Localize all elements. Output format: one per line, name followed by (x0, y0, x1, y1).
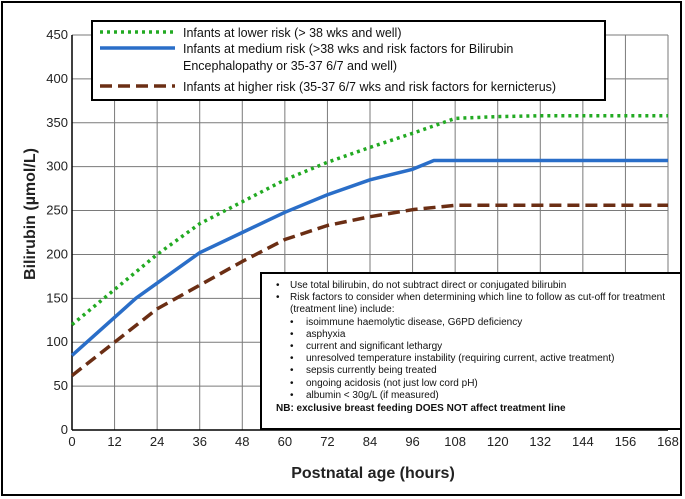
y-axis-title: Bilirubin (µmol/L) (22, 148, 39, 280)
x-tick-label: 48 (235, 434, 249, 449)
series-line-1 (70, 158, 668, 357)
legend-label-1: Encephalopathy or 35-37 6/7 and well) (183, 59, 397, 73)
y-tick-label: 200 (46, 246, 68, 261)
x-tick-label: 132 (529, 434, 551, 449)
y-tick-label: 150 (46, 290, 68, 305)
x-tick-label: 144 (572, 434, 594, 449)
note-item: Use total bilirubin, do not subtract dir… (276, 280, 672, 292)
series-line-2 (70, 203, 668, 377)
risk-factor-item: current and significant lethargy (290, 341, 672, 353)
tick-labels: 0 12 24 36 48 60 72 84 96 108 120 132 144 156 168 0 50 10… (46, 27, 679, 449)
y-tick-label: 300 (46, 159, 68, 174)
legend: Infants at lower risk (> 38 wks and well… (91, 20, 606, 101)
x-tick-label: 36 (192, 434, 206, 449)
series-line-0 (70, 114, 668, 327)
x-tick-label: 60 (278, 434, 292, 449)
legend-box (91, 20, 606, 101)
note-item: Risk factors to consider when determinin… (276, 292, 672, 316)
legend-label-2: Infants at higher risk (35-37 6/7 wks an… (183, 80, 556, 94)
series-lines (70, 114, 668, 377)
y-tick-label: 450 (46, 27, 68, 42)
y-tick-label: 350 (46, 115, 68, 130)
x-tick-label: 72 (320, 434, 334, 449)
x-tick-label: 24 (150, 434, 164, 449)
x-tick-label: 12 (107, 434, 121, 449)
x-axis-title: Postnatal age (hours) (291, 465, 455, 482)
y-tick-label: 400 (46, 71, 68, 86)
y-tick-label: 0 (61, 422, 68, 437)
legend-label-0: Infants at lower risk (> 38 wks and well… (183, 26, 402, 40)
x-tick-label: 108 (444, 434, 466, 449)
risk-factor-item: asphyxia (290, 329, 672, 341)
x-tick-label: 84 (363, 434, 377, 449)
legend-label-1: Infants at medium risk (>38 wks and risk… (183, 42, 513, 56)
y-tick-label: 100 (46, 334, 68, 349)
y-tick-label: 250 (46, 203, 68, 218)
risk-factor-item: ongoing acidosis (not just low cord pH) (290, 378, 672, 390)
x-tick-label: 120 (487, 434, 509, 449)
x-tick-label: 0 (68, 434, 75, 449)
risk-factor-item: sepsis currently being treated (290, 365, 672, 377)
x-tick-label: 96 (405, 434, 419, 449)
x-tick-label: 168 (657, 434, 679, 449)
risk-factor-item: albumin < 30g/L (if measured) (290, 390, 672, 402)
x-tick-label: 156 (615, 434, 637, 449)
risk-factor-item: isoimmune haemolytic disease, G6PD defic… (290, 317, 672, 329)
y-tick-label: 50 (54, 378, 68, 393)
risk-factor-item: unresolved temperature instability (requ… (290, 353, 672, 365)
risk-factors-note: Use total bilirubin, do not subtract dir… (260, 272, 682, 430)
nb-note: NB: exclusive breast feeding DOES NOT af… (276, 403, 566, 415)
